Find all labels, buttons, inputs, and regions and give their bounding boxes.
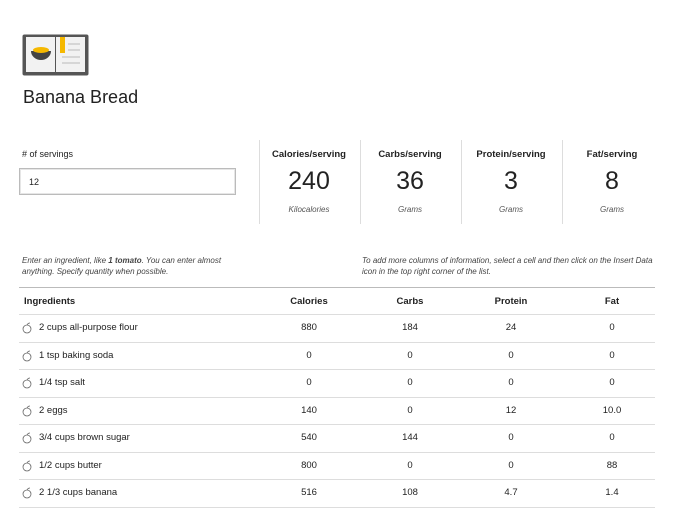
ingredient: 3/4 cups brown sugar — [39, 432, 130, 443]
food-icon — [22, 460, 32, 471]
ingredient: 2 cups all-purpose flour — [39, 322, 138, 333]
food-icon — [22, 377, 32, 389]
nutrient-value: 144 — [402, 432, 418, 443]
summary-label: Fat/serving — [586, 149, 638, 160]
column-header: Calories — [290, 296, 328, 307]
food-icon — [22, 350, 32, 361]
note-example: 1 tomato — [108, 256, 142, 265]
separator — [461, 140, 462, 224]
nutrient-value: 1.4 — [605, 487, 619, 498]
summary-unit: Grams — [499, 205, 523, 214]
column-header: Ingredients — [24, 296, 76, 307]
note-left: Enter an ingredient, like 1 tomato. You … — [22, 255, 237, 277]
nutrient-value: 0 — [508, 377, 514, 388]
nutrient-value: 88 — [606, 459, 618, 471]
nutrient-value: 4.7 — [504, 487, 518, 498]
nutrient-value: 24 — [505, 322, 517, 333]
food-icon — [22, 322, 32, 334]
summary-value: 3 — [504, 167, 518, 195]
summary-unit: Grams — [600, 205, 624, 214]
nutrient-value: 0 — [306, 349, 312, 361]
nutrient-value: 0 — [508, 459, 514, 471]
nutrient-value: 0 — [407, 459, 413, 471]
column-header: Protein — [494, 296, 528, 307]
summary-label: Carbs/serving — [378, 149, 442, 160]
row-divider — [19, 506, 655, 508]
nutrient-value: 10.0 — [602, 404, 622, 416]
nutrient-value: 0 — [306, 377, 312, 388]
servings-value: 12 — [29, 177, 40, 187]
column-header: Carbs — [396, 296, 424, 307]
nutrient-value: 0 — [609, 349, 615, 361]
ingredient: 2 1/3 cups banana — [39, 487, 118, 498]
nutrient-value: 516 — [301, 487, 317, 498]
nutrient-value: 0 — [609, 377, 615, 388]
nutrient-value: 12 — [505, 404, 517, 416]
summary-value: 240 — [288, 167, 330, 195]
title: Banana Bread — [23, 87, 139, 107]
nutrient-value: 0 — [609, 432, 615, 443]
recipe-icon — [22, 34, 89, 76]
summary-value: 36 — [396, 167, 424, 195]
note-text: . You can enter almost anything. Specify… — [22, 256, 222, 276]
column-header: Fat — [604, 296, 620, 307]
nutrient-value: 800 — [301, 459, 317, 471]
row-divider — [19, 369, 655, 370]
nutrient-value: 108 — [402, 487, 418, 498]
servings-input[interactable]: 12 — [19, 168, 236, 195]
servings-label: # of servings — [22, 149, 74, 159]
nutrient-value: 0 — [407, 377, 413, 388]
nutrient-value: 0 — [508, 432, 514, 443]
summary-unit: Grams — [398, 205, 422, 214]
separator — [259, 140, 260, 224]
note-text: Enter an ingredient, like — [22, 256, 109, 265]
ingredient: 1 tsp baking soda — [39, 349, 114, 361]
food-icon — [22, 405, 32, 416]
note-right: To add more columns of information, sele… — [362, 256, 653, 276]
nutrient-value: 0 — [407, 349, 413, 361]
row-divider — [19, 479, 655, 480]
separator — [360, 140, 361, 224]
table-border — [19, 287, 655, 288]
nutrient-value: 184 — [402, 322, 418, 333]
nutrient-value: 0 — [609, 322, 615, 333]
row-divider — [19, 424, 655, 425]
row-divider — [19, 341, 655, 343]
ingredient: 1/4 tsp salt — [39, 377, 85, 388]
nutrient-value: 0 — [407, 404, 413, 416]
ingredient: 2 eggs — [39, 404, 68, 416]
nutrient-value: 0 — [508, 349, 514, 361]
row-divider — [19, 451, 655, 453]
ingredient: 1/2 cups butter — [39, 459, 102, 471]
nutrient-value: 540 — [301, 432, 317, 443]
summary-unit: Kilocalories — [288, 205, 330, 214]
summary-label: Protein/serving — [476, 149, 546, 160]
summary-label: Calories/serving — [272, 149, 346, 160]
row-divider — [19, 396, 655, 398]
separator — [562, 140, 563, 224]
food-icon — [22, 432, 32, 444]
nutrient-value: 880 — [301, 322, 317, 333]
nutrient-value: 140 — [301, 404, 317, 416]
summary-value: 8 — [605, 167, 619, 195]
row-divider — [19, 314, 655, 315]
food-icon — [22, 487, 32, 499]
